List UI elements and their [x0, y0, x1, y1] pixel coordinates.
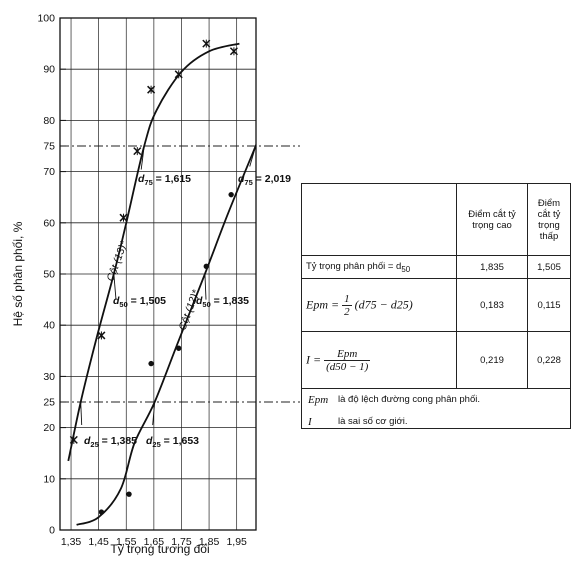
x-tick-label: 1,85	[199, 536, 220, 548]
curve-layer	[67, 42, 256, 526]
x-tick-label: 1,55	[116, 536, 137, 548]
y-tick-label: 40	[43, 320, 55, 332]
y-axis-title: Hệ số phân phối, %	[11, 221, 25, 326]
partition-density-label: Tỷ trọng phân phối = d50	[302, 255, 457, 279]
data-point-x-marker	[147, 85, 156, 94]
i-fraction: Epm (d50 − 1)	[324, 348, 371, 373]
d75-right-leader	[249, 145, 257, 167]
data-point-x-marker	[202, 39, 211, 48]
header-empty-cell	[302, 184, 457, 256]
y-tick-label: 60	[43, 217, 55, 229]
y-tick-label: 20	[43, 422, 55, 434]
i-lhs: I =	[306, 351, 322, 366]
epm-lhs: Epm =	[306, 296, 340, 311]
i-low: 0,228	[527, 331, 570, 389]
data-point-x-marker	[69, 435, 78, 444]
epm-high: 0,183	[456, 278, 528, 332]
marker-layer	[69, 39, 238, 515]
y-tick-label: 50	[43, 269, 55, 281]
y-tick-label: 80	[43, 115, 55, 127]
d75-right-label: d75 = 2,019	[238, 173, 291, 187]
x-tick-label: 1,95	[226, 536, 247, 548]
tick-labels: 0 10 20 25 30 40 50 60 70 75 80 90 100 1,35 1,45 1,55 1,…	[37, 13, 247, 549]
partition-density-high: 1,835	[456, 255, 528, 279]
annotations: d75 = 1,615 d75 = 2,019 d50 = 1,505 d50 = 1…	[80, 145, 291, 449]
y-tick-label: 70	[43, 166, 55, 178]
y-tick-label: 30	[43, 371, 55, 383]
header-low-cut: Điểm cắt tỷ trọng thấp	[527, 184, 570, 256]
data-point-dot	[126, 491, 132, 497]
col13-curve-label: Cột (13)*	[105, 239, 131, 283]
d25-right-label: d25 = 1,653	[146, 435, 199, 449]
data-point-x-marker	[229, 47, 238, 56]
data-point-x-marker	[97, 331, 106, 340]
plot-frame	[59, 17, 257, 531]
d50-right-label: d50 = 1,835	[196, 295, 249, 309]
table-row: Tỷ trọng phân phối = d50 1,835 1,505	[302, 255, 570, 279]
x-tick-label: 1,65	[144, 536, 165, 548]
x-axis-title: Tỷ trọng tương đối	[110, 542, 209, 556]
x-tick-label: 1,75	[171, 536, 192, 548]
epm-low: 0,115	[527, 278, 570, 332]
partition-curve-chart: 0 10 20 25 30 40 50 60 70 75 80 90 100 1,35 1,45 1,55 1,…	[11, 13, 300, 556]
partition-density-low: 1,505	[527, 255, 570, 279]
summary-table: Điểm cắt tỷ trọng cao Điểm cắt tỷ trọng …	[301, 183, 571, 429]
i-formula: I = Epm (d50 − 1)	[302, 331, 457, 389]
y-tick-label: 25	[43, 397, 55, 409]
table-header-row: Điểm cắt tỷ trọng cao Điểm cắt tỷ trọng …	[302, 184, 570, 256]
epm-den: 2	[344, 305, 350, 318]
note-i: I là sai số cơ giới.	[308, 415, 564, 429]
d75-left-label: d75 = 1,615	[138, 173, 191, 187]
d25-right-leader	[152, 401, 156, 426]
note-epm-text: là độ lệch đường cong phân phối.	[338, 394, 480, 405]
note-epm: Epm là độ lệch đường cong phân phối.	[308, 393, 564, 407]
y-tick-label: 0	[49, 525, 55, 537]
d50-left-leader	[113, 273, 117, 300]
data-point-dot	[148, 360, 154, 367]
d50-right-leader	[204, 273, 207, 300]
d25-left-label: d25 = 1,385	[84, 435, 137, 449]
y-tick-label: 75	[43, 141, 55, 153]
y-tick-label: 10	[43, 473, 55, 485]
x-tick-label: 1,45	[88, 536, 109, 548]
epm-fraction: 1 2	[342, 293, 352, 318]
epm-rhs: (d75 − d25)	[354, 296, 413, 311]
d50-left-label: d50 = 1,505	[113, 295, 166, 309]
data-point-dot	[176, 345, 182, 351]
series-line-col13	[67, 42, 240, 462]
partition-density-sub: 50	[401, 264, 411, 274]
series-line-col12	[76, 142, 256, 526]
data-point-dot	[203, 263, 210, 270]
i-num: Epm	[324, 348, 371, 361]
d75-left-leader	[140, 145, 145, 170]
x-tick-label: 1,35	[61, 536, 82, 548]
table-notes: Epm là độ lệch đường cong phân phối. I l…	[302, 389, 570, 441]
d25-left-leader	[80, 401, 83, 426]
grid-lines	[60, 17, 300, 531]
header-high-cut: Điểm cắt tỷ trọng cao	[456, 184, 528, 256]
i-den: (d50 − 1)	[326, 360, 369, 373]
i-high: 0,219	[456, 331, 528, 389]
epm-formula: Epm = 1 2 (d75 − d25)	[302, 278, 457, 332]
partition-density-text: Tỷ trọng phân phối = d	[306, 260, 402, 272]
note-i-symbol: I	[308, 416, 312, 428]
y-tick-label: 90	[43, 64, 55, 76]
table-row: I = Epm (d50 − 1) 0,219 0,228	[302, 331, 570, 389]
table-row: Epm = 1 2 (d75 − d25) 0,183 0,115	[302, 278, 570, 332]
data-point-x-marker	[133, 147, 142, 156]
data-point-x-marker	[119, 213, 128, 222]
epm-num: 1	[342, 292, 352, 306]
note-i-text: là sai số cơ giới.	[338, 416, 408, 427]
note-epm-symbol: Epm	[308, 394, 329, 406]
data-point-x-marker	[174, 70, 183, 79]
data-point-dot	[98, 509, 105, 515]
y-tick-label: 100	[37, 13, 55, 25]
data-point-dot	[228, 191, 234, 198]
